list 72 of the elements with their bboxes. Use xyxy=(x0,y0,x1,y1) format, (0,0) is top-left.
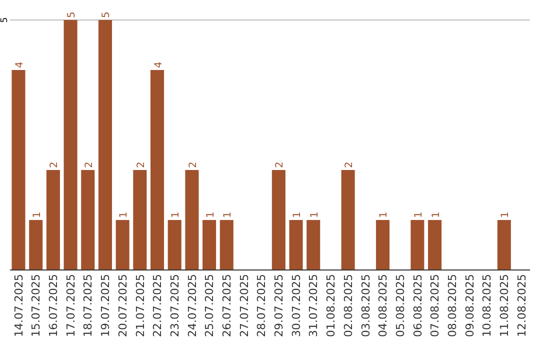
x-tick-label: 05.08.2025 xyxy=(394,274,407,337)
data-label: 1 xyxy=(170,212,182,218)
bar xyxy=(272,170,286,270)
bar xyxy=(376,220,390,270)
x-tick-label: 10.08.2025 xyxy=(480,274,494,337)
data-label: 1 xyxy=(500,212,512,218)
x-tick-label: 12.08.2025 xyxy=(515,274,528,337)
bar xyxy=(150,70,164,270)
data-label: 4 xyxy=(14,62,26,68)
x-tick-label: 01.08.2025 xyxy=(324,274,338,337)
bar xyxy=(341,170,355,270)
x-tick-label: 11.08.2025 xyxy=(498,274,512,337)
x-tick-label: 24.07.2025 xyxy=(186,274,199,337)
data-label: 4 xyxy=(153,62,164,68)
bar xyxy=(12,70,26,270)
x-tick-label: 09.08.2025 xyxy=(463,274,476,337)
x-tick-label: 04.08.2025 xyxy=(376,274,390,337)
bar xyxy=(185,170,199,270)
data-label: 2 xyxy=(274,162,286,168)
x-tick-label: 28.07.2025 xyxy=(255,274,268,337)
bar xyxy=(133,170,147,270)
data-label: 1 xyxy=(430,212,442,218)
x-tick-label: 03.08.2025 xyxy=(359,274,372,337)
data-label: 5 xyxy=(66,12,78,18)
x-tick-label: 08.08.2025 xyxy=(446,274,459,337)
x-tick-label: 18.07.2025 xyxy=(82,274,95,337)
x-tick-label: 20.07.2025 xyxy=(116,274,130,337)
data-label: 2 xyxy=(49,162,60,168)
x-tick-label: 21.07.2025 xyxy=(134,274,147,337)
x-tick-label: 15.07.2025 xyxy=(30,274,43,337)
bar xyxy=(116,220,130,270)
data-label: 1 xyxy=(378,212,390,218)
bar xyxy=(202,220,216,270)
x-tick-label: 19.07.2025 xyxy=(99,274,112,337)
data-label: 2 xyxy=(136,162,147,168)
bar xyxy=(29,220,43,270)
data-label: 2 xyxy=(84,162,95,168)
data-label: 1 xyxy=(32,212,43,218)
bar xyxy=(410,220,424,270)
x-tick-label: 02.08.2025 xyxy=(342,274,355,337)
data-label: 1 xyxy=(413,212,424,218)
x-tick-label: 14.07.2025 xyxy=(12,274,26,337)
bar xyxy=(64,20,78,270)
data-label: 2 xyxy=(188,162,199,168)
data-label: 5 xyxy=(101,12,112,18)
bar xyxy=(81,170,95,270)
x-tick-label: 25.07.2025 xyxy=(203,274,216,337)
x-tick-label: 06.08.2025 xyxy=(411,274,424,337)
bar xyxy=(497,220,511,270)
bar xyxy=(428,220,442,270)
x-tick-label: 07.08.2025 xyxy=(428,274,442,337)
data-label: 2 xyxy=(344,162,356,168)
data-label: 1 xyxy=(222,212,234,218)
x-tick-label: 30.07.2025 xyxy=(290,274,303,337)
bar xyxy=(289,220,303,270)
data-label: 1 xyxy=(118,212,130,218)
x-tick-label: 31.07.2025 xyxy=(307,274,320,337)
data-label: 1 xyxy=(309,212,320,218)
bar xyxy=(168,220,182,270)
bar xyxy=(306,220,320,270)
x-tick-label: 26.07.2025 xyxy=(220,274,234,337)
bar xyxy=(98,20,112,270)
x-tick-label: 27.07.2025 xyxy=(238,274,251,337)
x-tick-label: 17.07.2025 xyxy=(64,274,78,337)
data-label: 1 xyxy=(292,212,304,218)
bar xyxy=(220,220,234,270)
x-tick-label: 16.07.2025 xyxy=(47,274,60,337)
bar xyxy=(46,170,60,270)
data-label: 1 xyxy=(205,212,216,218)
x-tick-label: 23.07.2025 xyxy=(168,274,182,337)
x-tick-label: 22.07.2025 xyxy=(151,274,164,337)
x-tick-label: 29.07.2025 xyxy=(272,274,286,337)
